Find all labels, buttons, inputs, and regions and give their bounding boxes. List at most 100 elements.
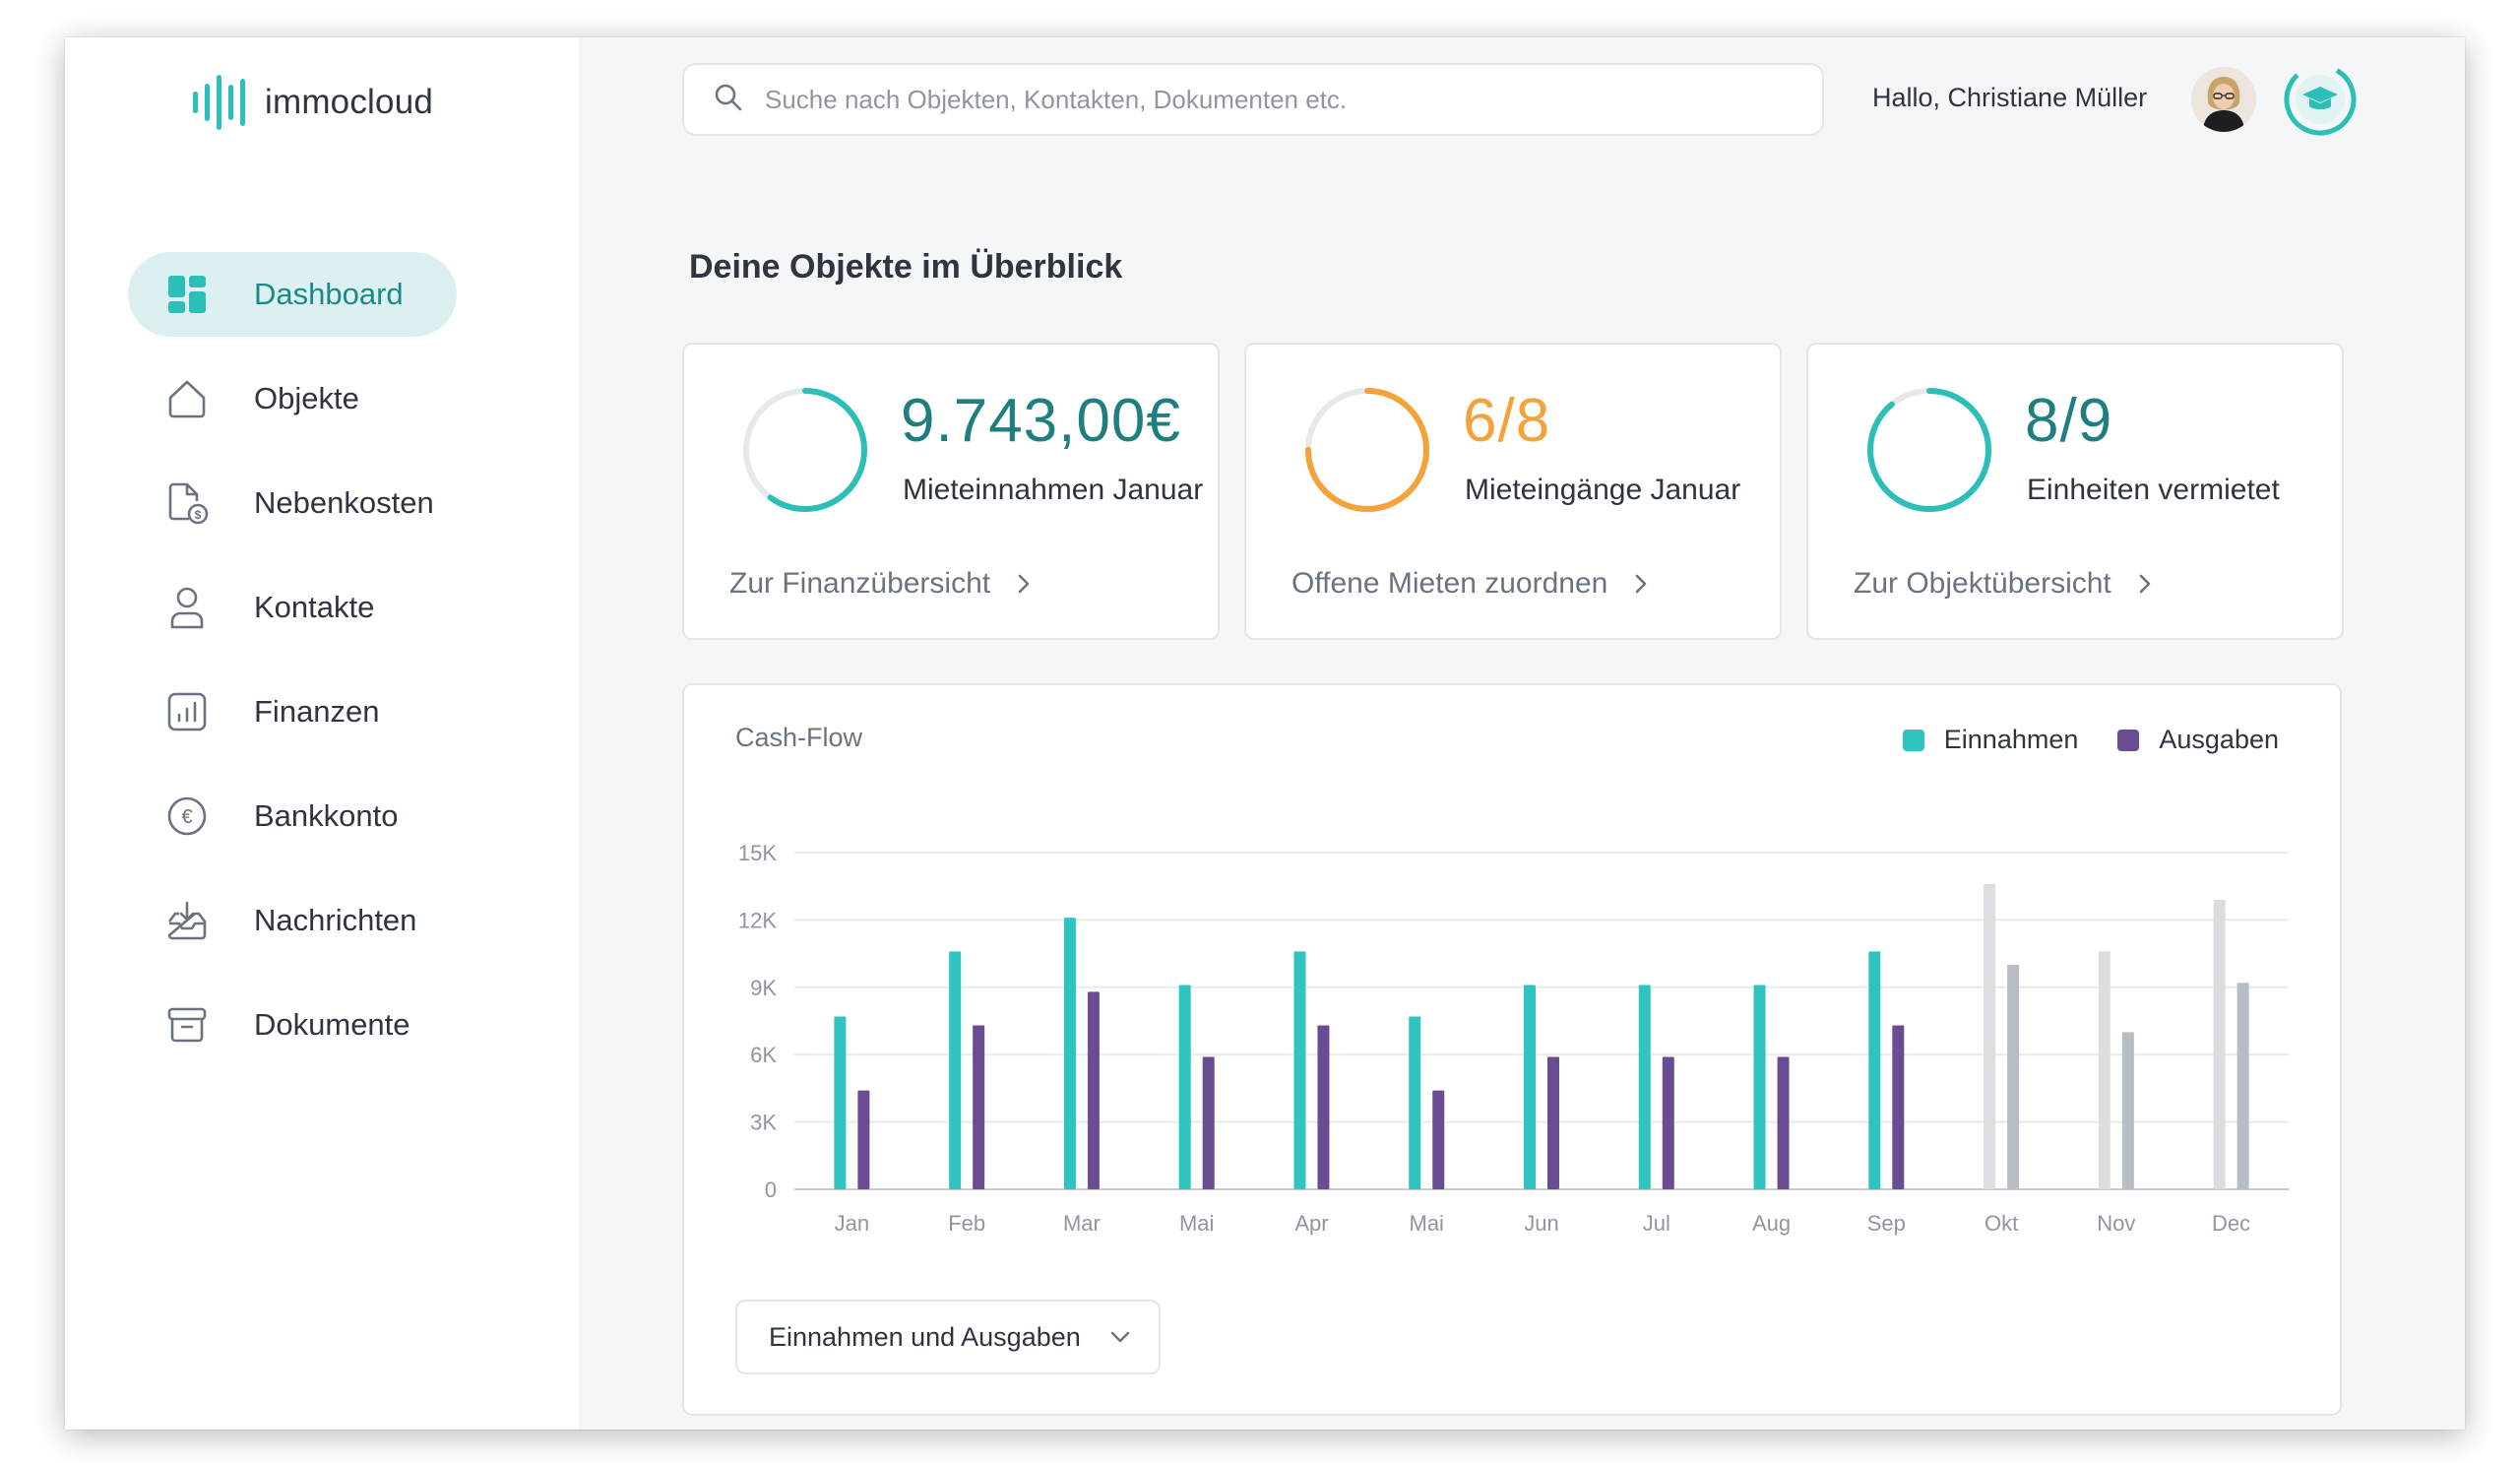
sidebar-item-dashboard[interactable]: Dashboard xyxy=(128,252,457,337)
page-title: Deine Objekte im Überblick xyxy=(689,248,1123,286)
income-bar xyxy=(1524,985,1536,1189)
cashflow-chart: 0 3K 6K 9K 12K 15K Jan Feb Mar Mai Apr Mai Jun Jul Aug… xyxy=(738,841,2289,1236)
x-tick-label: Mar xyxy=(1063,1211,1101,1236)
x-tick-label: Aug xyxy=(1752,1211,1791,1236)
expense-bar xyxy=(1087,991,1100,1189)
svg-text:$: $ xyxy=(195,508,202,522)
expense-bar xyxy=(2236,983,2249,1189)
search-bar[interactable] xyxy=(682,63,1824,136)
kpi-link-label: Zur Objektübersicht xyxy=(1854,567,2111,600)
income-bar xyxy=(1409,1016,1421,1189)
search-input[interactable] xyxy=(765,84,1749,115)
legend-swatch xyxy=(2117,729,2140,751)
avatar[interactable] xyxy=(2191,67,2256,132)
expense-bar xyxy=(1317,1025,1330,1189)
kpi-card-units-rented: 8/9 Einheiten vermietet Zur Objektübersi… xyxy=(1806,343,2344,640)
x-tick-label: Jul xyxy=(1643,1211,1670,1236)
sidebar: immocloud Dashboard Objekte xyxy=(65,37,579,1430)
chart-legend: Einnahmen Ausgaben xyxy=(1902,725,2279,755)
kpi-value: 6/8 xyxy=(1463,387,1551,455)
expense-bar xyxy=(2007,965,2020,1189)
sidebar-item-nebenkosten[interactable]: $ Nebenkosten xyxy=(128,461,457,545)
x-tick-label: Dec xyxy=(2212,1211,2250,1236)
income-bar xyxy=(1293,951,1306,1189)
sidebar-item-finanzen[interactable]: Finanzen xyxy=(128,669,457,754)
chart-filter-dropdown[interactable]: Einnahmen und Ausgaben xyxy=(735,1300,1161,1374)
expense-bar xyxy=(1662,1056,1674,1189)
legend-swatch xyxy=(1902,729,1924,751)
y-tick-label: 12K xyxy=(738,908,777,932)
sidebar-item-bankkonto[interactable]: € Bankkonto xyxy=(128,774,457,859)
income-bar xyxy=(2098,951,2110,1189)
sidebar-item-label: Kontakte xyxy=(254,590,375,624)
document-coin-icon: $ xyxy=(165,481,209,525)
x-tick-label: Feb xyxy=(948,1211,985,1236)
sidebar-item-kontakte[interactable]: Kontakte xyxy=(128,565,457,650)
kpi-caption: Einheiten vermietet xyxy=(2027,474,2280,506)
x-tick-label: Mai xyxy=(1410,1211,1444,1236)
x-tick-label: Mai xyxy=(1179,1211,1214,1236)
sidebar-item-label: Nebenkosten xyxy=(254,485,434,520)
kpi-caption: Mieteinnahmen Januar xyxy=(903,474,1204,506)
y-tick-label: 15K xyxy=(738,841,777,865)
income-bar xyxy=(949,951,962,1189)
sidebar-item-nachrichten[interactable]: Nachrichten xyxy=(128,878,457,963)
kpi-link-open-rents[interactable]: Offene Mieten zuordnen xyxy=(1292,567,1649,601)
income-bar xyxy=(1753,985,1766,1189)
legend-item-expense[interactable]: Ausgaben xyxy=(2117,725,2279,755)
x-tick-label: Apr xyxy=(1294,1211,1328,1236)
logo-icon xyxy=(193,75,245,130)
kpi-link-finance[interactable]: Zur Finanzübersicht xyxy=(729,567,1032,601)
legend-label: Einnahmen xyxy=(1943,725,2079,754)
x-tick-label: Okt xyxy=(1984,1211,2018,1236)
house-icon xyxy=(165,377,209,420)
bar-chart-icon xyxy=(165,690,209,733)
sidebar-item-label: Objekte xyxy=(254,381,359,415)
progress-ring xyxy=(1867,388,1991,512)
expense-bar xyxy=(1432,1090,1445,1189)
logo[interactable]: immocloud xyxy=(193,75,433,130)
expense-bar xyxy=(973,1025,985,1189)
inbox-icon xyxy=(165,899,209,942)
chevron-right-icon xyxy=(1018,574,1030,594)
kpi-value: 9.743,00€ xyxy=(901,387,1181,455)
x-tick-label: Jun xyxy=(1524,1211,1558,1236)
app-window: immocloud Dashboard Objekte xyxy=(65,37,2465,1430)
sidebar-item-label: Nachrichten xyxy=(254,903,417,937)
y-tick-label: 6K xyxy=(750,1043,777,1067)
search-icon xyxy=(714,83,743,117)
dropdown-value: Einnahmen und Ausgaben xyxy=(769,1321,1081,1352)
dashboard-icon xyxy=(165,273,209,316)
income-bar xyxy=(1984,883,1996,1189)
academy-button[interactable] xyxy=(2284,63,2357,136)
cashflow-card: Cash-Flow Einnahmen Ausgaben 0 3K 6K 9K 12K 1… xyxy=(682,683,2342,1416)
y-tick-label: 9K xyxy=(750,976,777,1000)
kpi-value: 8/9 xyxy=(2025,387,2113,455)
kpi-card-rent-income: 9.743,00€ Mieteinnahmen Januar Zur Finan… xyxy=(682,343,1220,640)
y-tick-label: 3K xyxy=(750,1111,777,1135)
svg-text:€: € xyxy=(181,806,192,828)
income-bar xyxy=(2213,899,2226,1189)
kpi-link-label: Zur Finanzübersicht xyxy=(729,567,991,600)
kpi-link-objects[interactable]: Zur Objektübersicht xyxy=(1854,567,2153,601)
expense-bar xyxy=(2121,1032,2134,1189)
sidebar-item-label: Dashboard xyxy=(254,277,404,311)
income-bar xyxy=(1868,951,1881,1189)
graduation-cap-icon xyxy=(2284,63,2357,136)
y-tick-label: 0 xyxy=(765,1177,777,1202)
user-icon xyxy=(165,586,209,629)
expense-bar xyxy=(1202,1056,1215,1189)
expense-bar xyxy=(1777,1056,1790,1189)
income-bar xyxy=(834,1016,847,1189)
x-tick-label: Nov xyxy=(2097,1211,2135,1236)
expense-bar xyxy=(1547,1056,1559,1189)
sidebar-item-dokumente[interactable]: Dokumente xyxy=(128,983,457,1067)
user-greeting: Hallo, Christiane Müller xyxy=(1872,83,2148,112)
progress-ring xyxy=(743,388,867,512)
sidebar-item-label: Finanzen xyxy=(254,694,380,729)
kpi-card-rent-received: 6/8 Mieteingänge Januar Offene Mieten zu… xyxy=(1244,343,1782,640)
legend-item-income[interactable]: Einnahmen xyxy=(1902,725,2079,755)
archive-icon xyxy=(165,1003,209,1047)
sidebar-item-objekte[interactable]: Objekte xyxy=(128,356,457,441)
income-bar xyxy=(1063,918,1076,1189)
